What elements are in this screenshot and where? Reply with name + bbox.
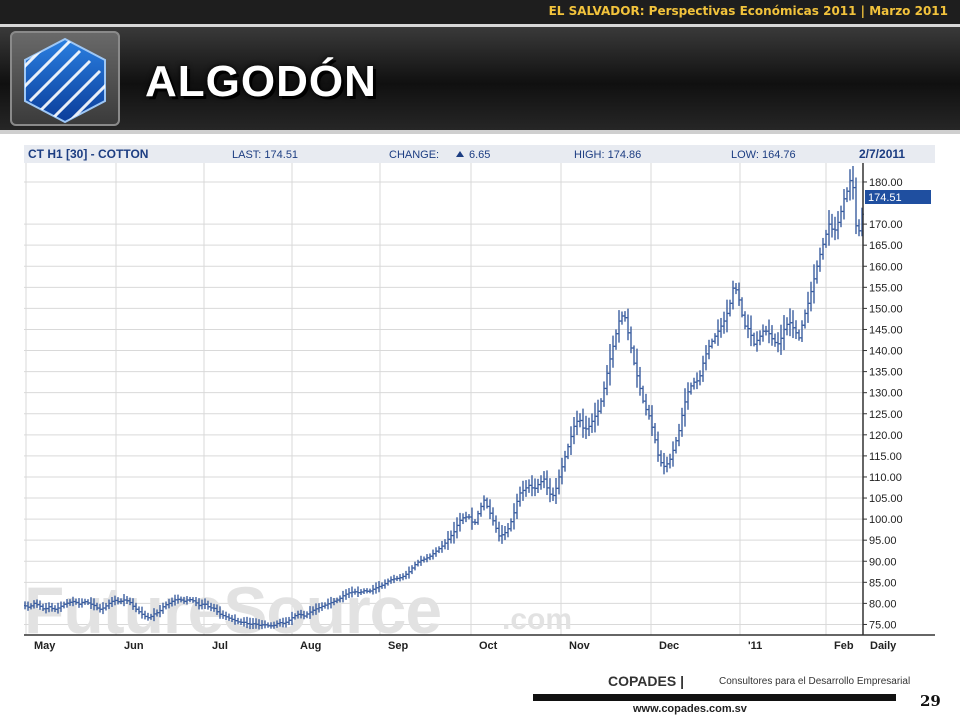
chart-symbol: CT H1 [30] - COTTON xyxy=(28,147,148,161)
x-tick-label: Jun xyxy=(124,640,144,652)
price-bars xyxy=(23,165,864,630)
y-tick-label: 145.00 xyxy=(869,324,903,336)
y-tick-label: 95.00 xyxy=(869,535,897,547)
top-bar: EL SALVADOR: Perspectivas Económicas 201… xyxy=(0,0,960,24)
y-tick-label: 165.00 xyxy=(869,240,903,252)
title-banner: ALGODÓN xyxy=(0,27,960,130)
footer-url[interactable]: www.copades.com.sv xyxy=(633,703,747,715)
footer-tagline: Consultores para el Desarrollo Empresari… xyxy=(719,676,911,687)
x-tick-label: Dec xyxy=(659,640,679,652)
last-price-label: 174.51 xyxy=(868,192,902,204)
price-axis-labels: 180.00 170.00 165.00 160.00 155.00 150.00 145.… xyxy=(863,177,903,631)
change-up-icon xyxy=(456,151,464,157)
y-tick-label: 155.00 xyxy=(869,282,903,294)
x-tick-label: Feb xyxy=(834,640,854,652)
y-tick-label: 120.00 xyxy=(869,430,903,442)
y-tick-label: 75.00 xyxy=(869,619,897,631)
time-axis-labels: May Jun Jul Aug Sep Oct Nov Dec '11 Feb Daily xyxy=(34,640,897,652)
chart-canvas: CT H1 [30] - COTTON LAST: 174.51 CHANGE:… xyxy=(23,145,935,655)
y-tick-label: 110.00 xyxy=(869,472,902,484)
y-tick-label: 140.00 xyxy=(869,346,903,358)
y-tick-label: 100.00 xyxy=(869,514,903,526)
footer-brand: COPADES | xyxy=(608,673,685,689)
hexagon-logo-icon xyxy=(24,37,106,124)
banner-divider xyxy=(0,130,960,134)
y-tick-label: 150.00 xyxy=(869,303,903,315)
y-tick-label: 180.00 xyxy=(869,177,903,189)
page-number: 29 xyxy=(920,692,941,710)
y-tick-label: 85.00 xyxy=(869,577,897,589)
chart-last: LAST: 174.51 xyxy=(232,149,298,161)
copades-logo xyxy=(10,31,120,126)
chart-date: 2/7/2011 xyxy=(859,147,905,161)
y-tick-label: 115.00 xyxy=(869,451,902,463)
y-tick-label: 160.00 xyxy=(869,261,903,273)
page-title: ALGODÓN xyxy=(145,57,377,106)
x-tick-label: '11 xyxy=(748,640,762,652)
top-divider xyxy=(0,24,960,27)
chart-grid xyxy=(24,163,863,635)
x-tick-label: May xyxy=(34,640,56,652)
cotton-chart: CT H1 [30] - COTTON LAST: 174.51 CHANGE:… xyxy=(23,145,935,655)
chart-change-value: 6.65 xyxy=(469,149,490,161)
chart-high: HIGH: 174.86 xyxy=(574,149,641,161)
y-tick-label: 90.00 xyxy=(869,556,897,568)
y-tick-label: 125.00 xyxy=(869,409,903,421)
y-tick-label: 130.00 xyxy=(869,388,903,400)
footer-divider xyxy=(533,694,896,701)
chart-header-bar xyxy=(24,145,935,163)
x-tick-label: Jul xyxy=(212,640,228,652)
chart-change-label: CHANGE: xyxy=(389,149,439,161)
x-tick-label: Daily xyxy=(870,640,897,652)
x-tick-label: Sep xyxy=(388,640,408,652)
y-tick-label: 170.00 xyxy=(869,219,903,231)
presentation-header: EL SALVADOR: Perspectivas Económicas 201… xyxy=(548,4,948,18)
last-price-tag xyxy=(865,190,931,204)
x-tick-label: Aug xyxy=(300,640,321,652)
chart-background xyxy=(24,145,935,655)
chart-low: LOW: 164.76 xyxy=(731,149,796,161)
y-tick-label: 135.00 xyxy=(869,367,903,379)
x-tick-label: Oct xyxy=(479,640,498,652)
x-tick-label: Nov xyxy=(569,640,591,652)
y-tick-label: 80.00 xyxy=(869,598,897,610)
watermark-suffix: .com xyxy=(502,603,572,636)
y-tick-label: 105.00 xyxy=(869,493,903,505)
